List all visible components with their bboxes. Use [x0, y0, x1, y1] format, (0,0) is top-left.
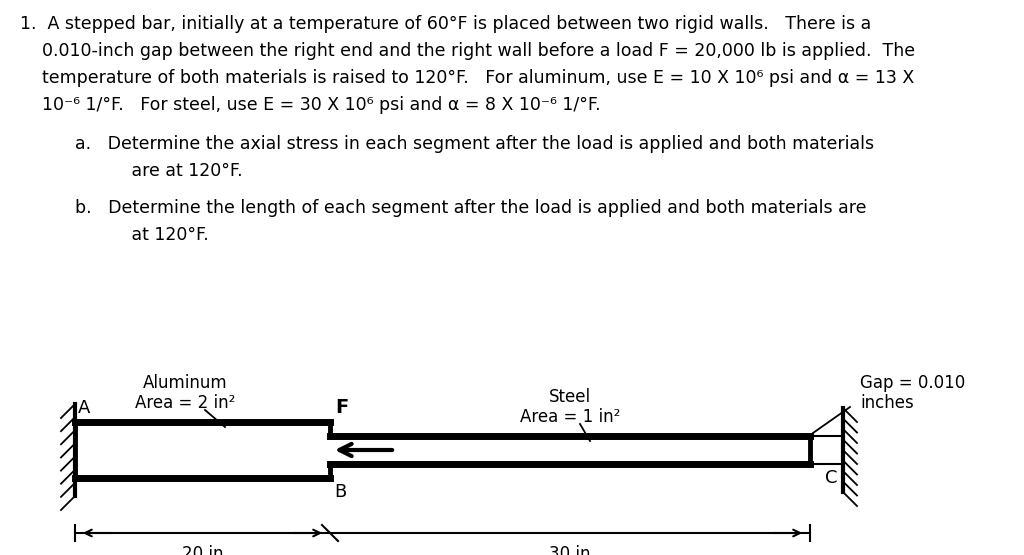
Text: A: A: [78, 399, 90, 417]
Text: 1.  A stepped bar, initially at a temperature of 60°F is placed between two rigi: 1. A stepped bar, initially at a tempera…: [20, 15, 871, 33]
Text: a.   Determine the axial stress in each segment after the load is applied and bo: a. Determine the axial stress in each se…: [75, 135, 874, 153]
Text: temperature of both materials is raised to 120°F.   For aluminum, use E = 10 X 1: temperature of both materials is raised …: [20, 69, 914, 87]
Text: F: F: [335, 398, 348, 417]
Text: 30 in: 30 in: [549, 545, 591, 555]
Text: B: B: [334, 483, 346, 501]
Text: Gap = 0.010: Gap = 0.010: [860, 374, 966, 392]
Bar: [75, 422, 330, 478]
Text: C: C: [825, 469, 838, 487]
Text: Aluminum: Aluminum: [142, 374, 227, 392]
Text: 20 in: 20 in: [181, 545, 223, 555]
Text: Area = 1 in²: Area = 1 in²: [520, 408, 621, 426]
Bar: [330, 436, 810, 464]
Text: b.   Determine the length of each segment after the load is applied and both mat: b. Determine the length of each segment …: [75, 199, 866, 217]
Text: are at 120°F.: are at 120°F.: [93, 162, 243, 180]
Text: Steel: Steel: [549, 388, 591, 406]
Text: 0.010-inch gap between the right end and the right wall before a load F = 20,000: 0.010-inch gap between the right end and…: [20, 42, 915, 60]
Text: 10⁻⁶ 1/°F.   For steel, use E = 30 X 10⁶ psi and α = 8 X 10⁻⁶ 1/°F.: 10⁻⁶ 1/°F. For steel, use E = 30 X 10⁶ p…: [20, 96, 601, 114]
Text: at 120°F.: at 120°F.: [93, 226, 209, 244]
Text: Area = 2 in²: Area = 2 in²: [135, 394, 236, 412]
Text: inches: inches: [860, 394, 913, 412]
